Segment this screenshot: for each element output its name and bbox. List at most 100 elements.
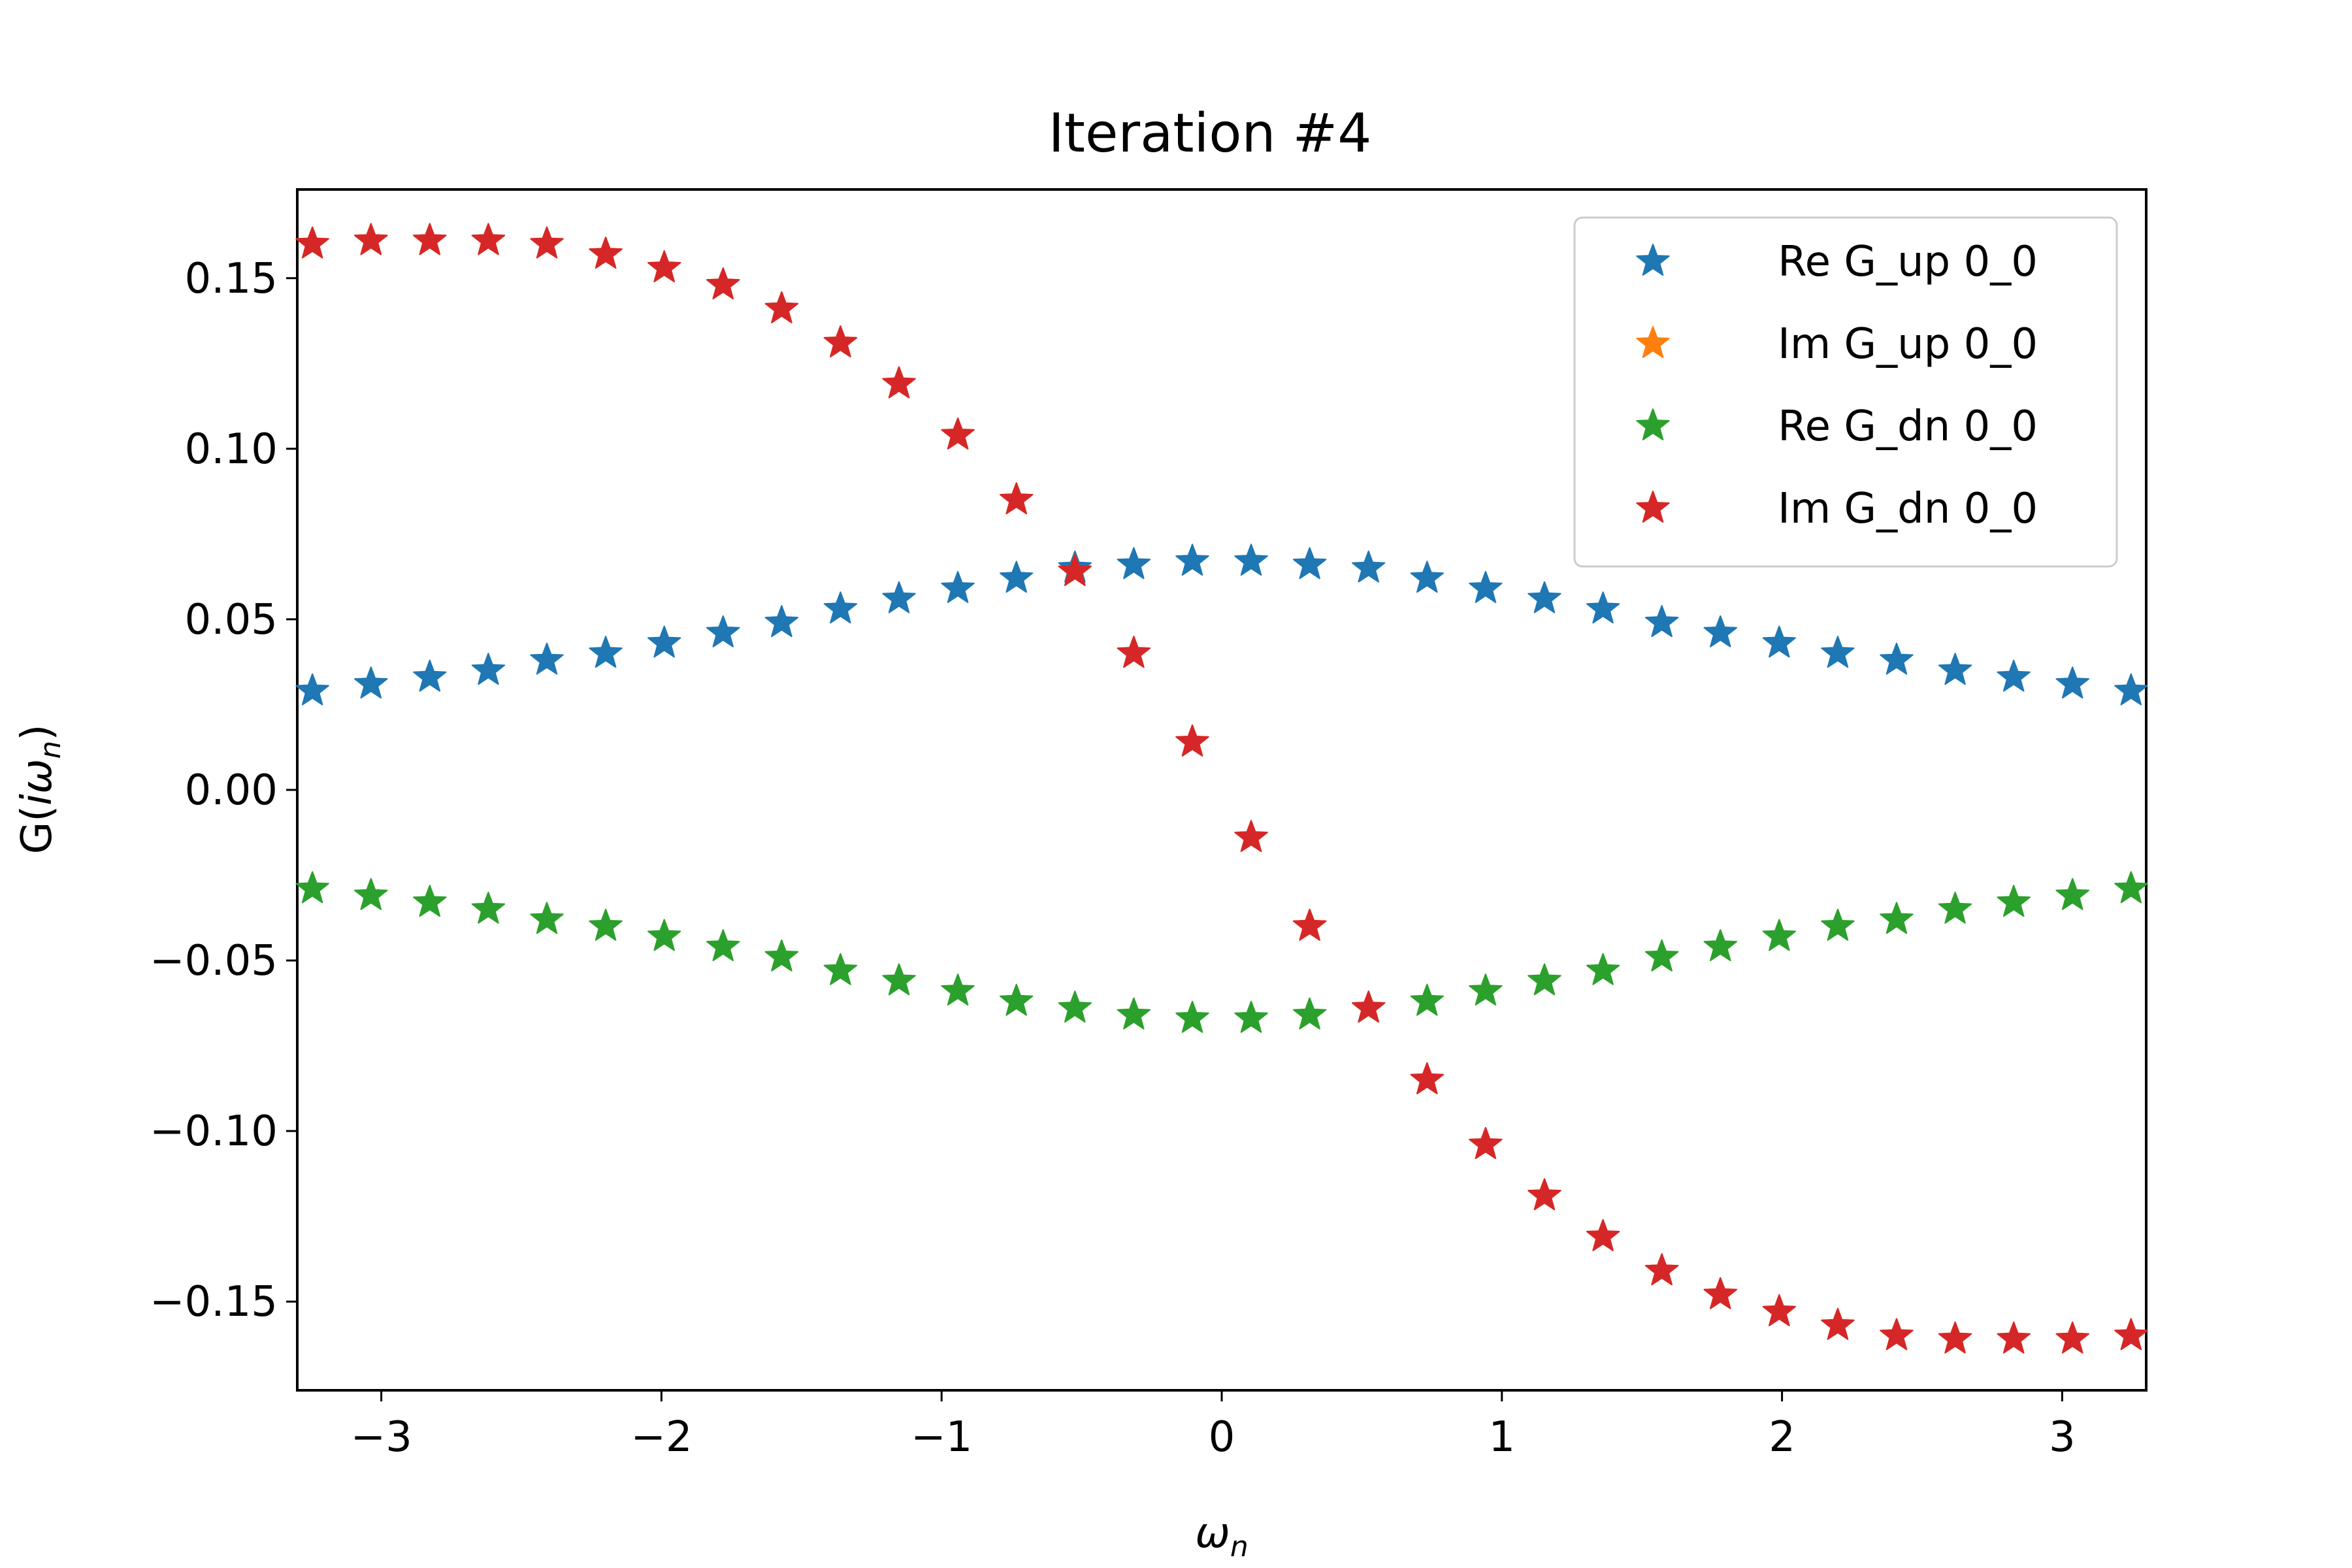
data-point (530, 902, 564, 934)
data-point (647, 250, 681, 283)
y-tick-label: 0.05 (185, 596, 278, 644)
data-point (882, 963, 916, 996)
data-point (1058, 990, 1092, 1023)
data-point (823, 325, 858, 357)
data-point (706, 929, 740, 962)
data-point (1821, 908, 1855, 941)
legend-box (1573, 216, 2118, 568)
legend-item: Im G_dn 0_0 (1636, 485, 2038, 533)
data-point (1644, 1253, 1679, 1286)
y-tick-label: 0.15 (185, 255, 278, 303)
y-axis-label: G(iωn) (13, 725, 67, 855)
data-point (2114, 673, 2148, 706)
y-axis: 0.15 0.10 0.05 0.00 −0.05 −0.10 −0.15 (150, 255, 297, 1326)
data-point (1175, 544, 1209, 576)
data-point (1000, 482, 1034, 515)
data-point (1292, 997, 1327, 1030)
data-point (1352, 550, 1386, 583)
data-point (1762, 919, 1796, 951)
chart-title: Iteration #4 (1049, 103, 1372, 165)
legend-marker (1636, 408, 1670, 440)
x-tick-label: 0 (1209, 1413, 1235, 1462)
x-axis: −3 −2 −1 0 1 2 3 (350, 1390, 2076, 1462)
data-point (764, 939, 799, 972)
y-tick-label: 0.10 (185, 425, 278, 474)
data-point (1586, 591, 1620, 624)
data-point (1880, 642, 1914, 675)
x-tick-label: −2 (630, 1413, 692, 1462)
data-point (1410, 561, 1444, 593)
data-point (1527, 1178, 1561, 1211)
data-point (941, 973, 975, 1006)
data-point (1703, 1277, 1737, 1309)
data-point (354, 877, 388, 910)
data-point (589, 237, 623, 269)
data-point (2055, 877, 2089, 910)
data-point (471, 891, 506, 924)
x-tick-label: 2 (1769, 1413, 1795, 1462)
data-point (882, 581, 916, 613)
data-point (1352, 990, 1386, 1023)
data-point (1410, 1062, 1444, 1094)
data-point (1469, 1127, 1503, 1160)
data-point (1644, 939, 1679, 972)
data-point (647, 919, 681, 951)
data-point (1410, 983, 1444, 1016)
data-point (1175, 1000, 1209, 1033)
data-point (1469, 973, 1503, 1006)
data-point (2114, 1318, 2148, 1350)
data-point (1997, 885, 2031, 917)
data-point (1000, 561, 1034, 593)
data-point (1586, 1219, 1620, 1252)
data-point (1821, 1307, 1855, 1340)
data-point (413, 885, 447, 917)
data-point (823, 591, 858, 624)
data-point (1234, 1000, 1268, 1033)
x-tick-label: −3 (350, 1413, 412, 1462)
data-point (1880, 1318, 1914, 1350)
data-point (2114, 871, 2148, 904)
data-point (1997, 659, 2031, 692)
legend: Re G_up 0_0 Im G_up 0_0 Re G_dn 0_0 Im G_dn… (1573, 216, 2118, 568)
data-point (1586, 953, 1620, 985)
data-point (2055, 666, 2089, 699)
data-point (823, 953, 858, 985)
data-point (1703, 929, 1737, 962)
legend-label: Re G_up 0_0 (1778, 238, 2038, 286)
data-point (1117, 636, 1151, 668)
data-point (589, 908, 623, 941)
legend-item: Re G_up 0_0 (1636, 238, 2038, 286)
series-im-g-dn-0-0 (295, 223, 2148, 1354)
data-point (1292, 547, 1327, 580)
data-point (764, 605, 799, 638)
data-point (354, 223, 388, 255)
legend-marker (1636, 326, 1670, 358)
data-point (1644, 605, 1679, 638)
legend-label: Re G_dn 0_0 (1778, 402, 2038, 451)
data-point (1527, 963, 1561, 996)
legend-label: Im G_up 0_0 (1778, 320, 2038, 368)
data-point (706, 615, 740, 647)
data-point (1000, 983, 1034, 1016)
data-point (471, 223, 506, 255)
data-point (1762, 625, 1796, 658)
data-point (1175, 724, 1209, 757)
data-point (1527, 581, 1561, 613)
data-point (1292, 908, 1327, 941)
data-point (941, 570, 975, 603)
data-point (941, 417, 975, 449)
series-re-g-dn-0-0 (295, 871, 2148, 1033)
data-point (1880, 902, 1914, 934)
x-tick-label: −1 (911, 1413, 972, 1462)
data-point (1703, 615, 1737, 647)
data-point (647, 625, 681, 658)
legend-label: Im G_dn 0_0 (1778, 485, 2038, 533)
data-point (706, 267, 740, 300)
data-point (1117, 547, 1151, 580)
data-point (530, 226, 564, 259)
data-point (471, 653, 506, 685)
y-tick-label: 0.00 (185, 766, 278, 815)
legend-item: Re G_dn 0_0 (1636, 402, 2038, 451)
data-markers (295, 223, 2148, 1354)
